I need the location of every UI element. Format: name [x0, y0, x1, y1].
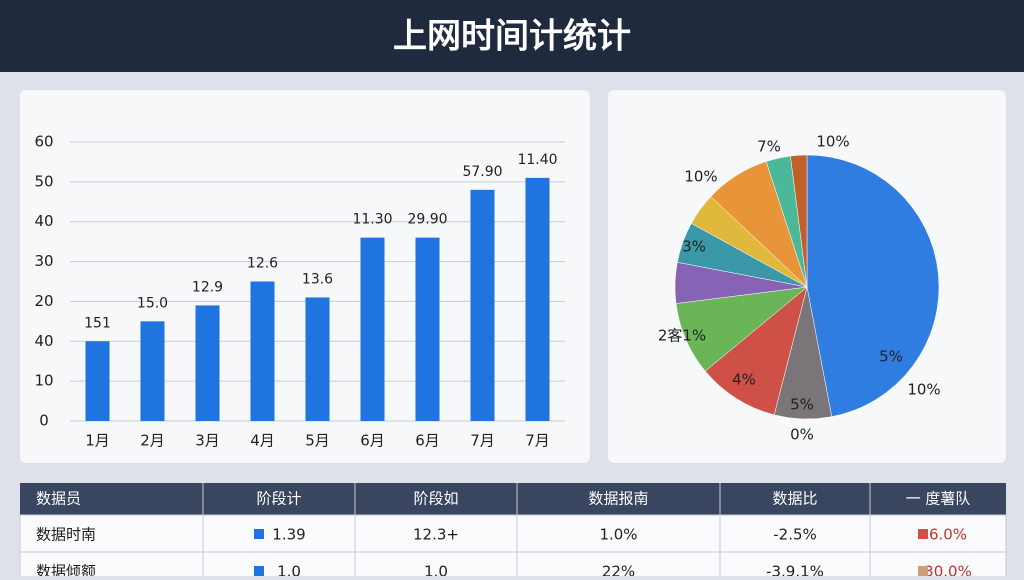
bar — [305, 297, 330, 421]
bar-annotation: 12.6 — [247, 256, 278, 272]
pie-chart: 7% 10%10%3%2客1%4%5%5%10%0% — [658, 133, 941, 444]
table-header-cell: 阶段计 — [256, 490, 301, 508]
row-marker — [254, 529, 264, 539]
row-marker — [254, 566, 264, 576]
table-cell: -2.5% — [773, 526, 817, 544]
bar — [525, 177, 550, 421]
x-tick-label: 3月 — [195, 432, 220, 450]
y-tick-label: 10 — [34, 372, 53, 390]
y-tick-label: 20 — [34, 292, 53, 310]
y-tick-label: 0 — [39, 412, 49, 430]
bar — [85, 341, 110, 421]
bar-annotation: 13.6 — [302, 271, 333, 287]
bar — [415, 237, 440, 421]
bar — [140, 321, 165, 421]
bar — [360, 237, 385, 421]
table-cell: 30.0% — [924, 563, 972, 577]
bar-annotation: 151 — [84, 315, 111, 331]
bar-annotation: 11.30 — [352, 212, 392, 228]
page-title: 上网时间计统计 — [393, 17, 631, 57]
table-row-bg — [19, 551, 1007, 580]
x-tick-label: 7月 — [470, 432, 495, 450]
x-tick-label: 6月 — [415, 432, 440, 450]
pie-annotation: 5% — [879, 348, 903, 366]
x-tick-label: 7月 — [525, 432, 550, 450]
row-marker — [918, 529, 928, 539]
table-cell: 数据时南 — [36, 526, 96, 544]
bar-annotation: 11.40 — [517, 152, 557, 168]
pie-annotation: 3% — [682, 238, 706, 256]
table-header-cell: 数据员 — [36, 490, 81, 508]
row-marker — [918, 566, 928, 576]
table-cell: 1.0% — [599, 526, 637, 544]
bar — [250, 281, 275, 421]
table-cell: 1.0 — [277, 563, 301, 577]
pie-slice — [806, 154, 940, 417]
pie-annotation: 7% — [757, 138, 781, 156]
table-row-bg — [19, 514, 1007, 553]
x-tick-label: 5月 — [305, 432, 330, 450]
table-header-bg — [20, 483, 1006, 515]
table-cell: 1.39 — [272, 526, 305, 544]
pie-annotation: 5% — [790, 396, 814, 414]
table-cell: 6.0% — [929, 526, 967, 544]
pie-slice — [790, 154, 808, 288]
table-cell: 数据倾额 — [36, 563, 96, 577]
table-header-cell: 数据报南 — [588, 490, 648, 508]
table-cell: 22% — [602, 563, 635, 577]
pie-annotation: 2客1% — [658, 327, 706, 345]
pie-annotation: 0% — [790, 426, 814, 444]
bar — [470, 189, 495, 421]
bar — [195, 305, 220, 421]
pie-annotation: 4% — [732, 371, 756, 389]
pie-annotation: 10% — [684, 168, 717, 186]
x-tick-label: 1月 — [85, 432, 110, 450]
bar-annotation: 15.0 — [137, 295, 168, 311]
y-tick-label: 40 — [34, 212, 53, 230]
bar-annotation: 57.90 — [462, 164, 502, 180]
y-tick-label: 30 — [34, 252, 53, 270]
pie-slice — [704, 286, 808, 416]
title-bar — [0, 0, 1024, 72]
table-cell: 1.0 — [424, 563, 448, 577]
bar-annotation: 29.90 — [407, 212, 447, 228]
y-tick-label: 40 — [34, 332, 53, 350]
x-tick-label: 4月 — [250, 432, 275, 450]
table-cell: -3.9.1% — [766, 563, 824, 577]
y-tick-label: 50 — [34, 172, 53, 190]
table-cell: 12.3+ — [413, 526, 459, 544]
y-tick-label: 60 — [34, 133, 53, 151]
table-header-cell: 一 度薯队 — [906, 490, 971, 508]
pie-annotation: 10% — [816, 133, 849, 151]
table-header-cell: 阶段如 — [413, 490, 458, 508]
table-header-cell: 数据比 — [772, 490, 817, 508]
x-tick-label: 2月 — [140, 432, 165, 450]
x-tick-label: 6月 — [360, 432, 385, 450]
bar-annotation: 12.9 — [192, 279, 223, 295]
pie-annotation: 10% — [907, 381, 940, 399]
bar-chart: 0 10 40 20 30 40 50 60 151 1月 15.0 2月 12.9 3月 12.6 4月 13… — [34, 133, 565, 450]
